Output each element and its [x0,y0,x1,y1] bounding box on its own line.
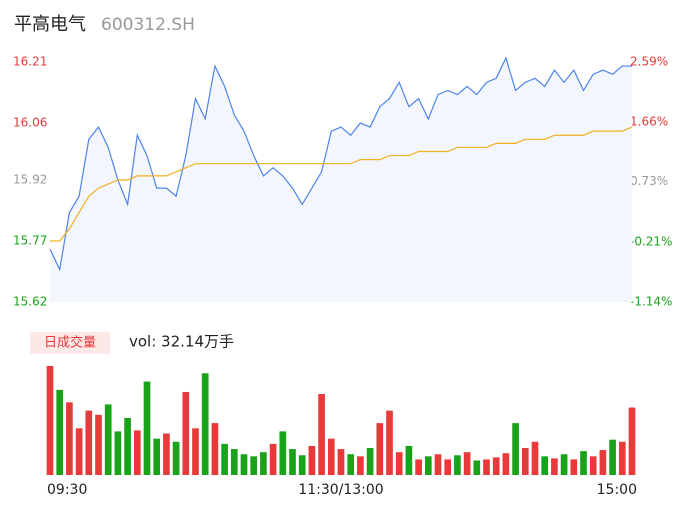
x-tick-label: 09:30 [47,482,87,498]
volume-bar [163,433,170,475]
volume-bar [628,407,636,475]
volume-bar [260,452,267,475]
volume-bar [269,443,277,475]
volume-bar [531,441,539,475]
volume-bar [240,454,248,475]
y-tick-label: 16.21 [13,55,47,69]
volume-bar [308,445,316,475]
volume-bar [153,438,161,475]
volume-bar [279,431,287,475]
volume-bar [454,455,461,475]
volume-bar [483,459,490,475]
y-tick-label: 16.06 [13,116,47,130]
average-line [50,126,633,242]
y2-tick-label: -1.14% [630,295,672,309]
stock-name: 平高电气 [14,14,86,35]
price-area [50,57,632,302]
volume-bar [182,391,190,475]
y-tick-label: 15.62 [13,295,47,309]
volume-bar [250,456,258,475]
stock-code: 600312.SH [101,15,195,35]
volume-bar [85,410,93,475]
y2-tick-label: -0.21% [630,235,672,249]
volume-bar [560,454,568,475]
volume-bar [599,450,607,475]
volume-bar [143,381,151,475]
volume-bar [104,404,112,475]
volume-bar [289,449,296,475]
volume-bar [415,459,422,475]
volume-bar [75,428,83,475]
volume-bar [434,454,442,475]
volume-tab-label[interactable]: 日成交量 [44,335,96,351]
volume-bar [124,417,131,475]
volume-bar [386,410,393,475]
volume-bar [609,439,616,475]
volume-bar [66,402,73,475]
volume-bar [405,445,413,475]
volume-bar [618,441,626,475]
y2-tick-label: 2.59% [630,55,668,69]
volume-bar [376,423,384,475]
volume-bar [211,423,219,475]
volume-bar [192,428,199,475]
volume-bar [395,452,403,475]
volume-bar [570,459,578,475]
volume-bar [366,448,374,475]
volume-bar [114,431,122,475]
volume-bar [589,456,597,475]
volume-bar [492,457,500,475]
volume-bar [221,443,228,475]
y-tick-label: 15.77 [13,233,47,247]
volume-bar [318,394,325,475]
volume-bar [172,441,180,475]
y2-tick-label: 0.73% [630,174,668,188]
volume-bar [357,456,364,475]
volume-bar [298,455,306,475]
x-tick-label: 11:30/13:00 [298,482,383,498]
volume-bar [521,448,529,475]
y2-tick-label: 1.66% [630,114,668,128]
y-tick-label: 15.92 [13,172,47,186]
volume-total: vol: 32.14万手 [129,333,234,351]
volume-bar [46,366,54,475]
x-tick-label: 15:00 [597,482,637,498]
volume-bar [473,460,481,475]
volume-bar [580,451,587,475]
volume-bar [502,453,510,475]
volume-bar [512,423,519,475]
volume-bar [347,454,355,475]
volume-bar [95,414,102,475]
volume-bar [230,449,238,475]
volume-bar [444,459,452,475]
volume-bar [133,430,141,475]
volume-bar [337,449,345,475]
volume-bar [463,452,471,475]
volume-bar [201,373,209,475]
volume-bar [551,458,558,475]
volume-bar [541,456,549,475]
volume-tab[interactable] [30,332,110,354]
volume-bar [56,389,64,475]
price-line [49,56,632,272]
volume-bar [327,438,335,475]
volume-bar [424,456,432,475]
